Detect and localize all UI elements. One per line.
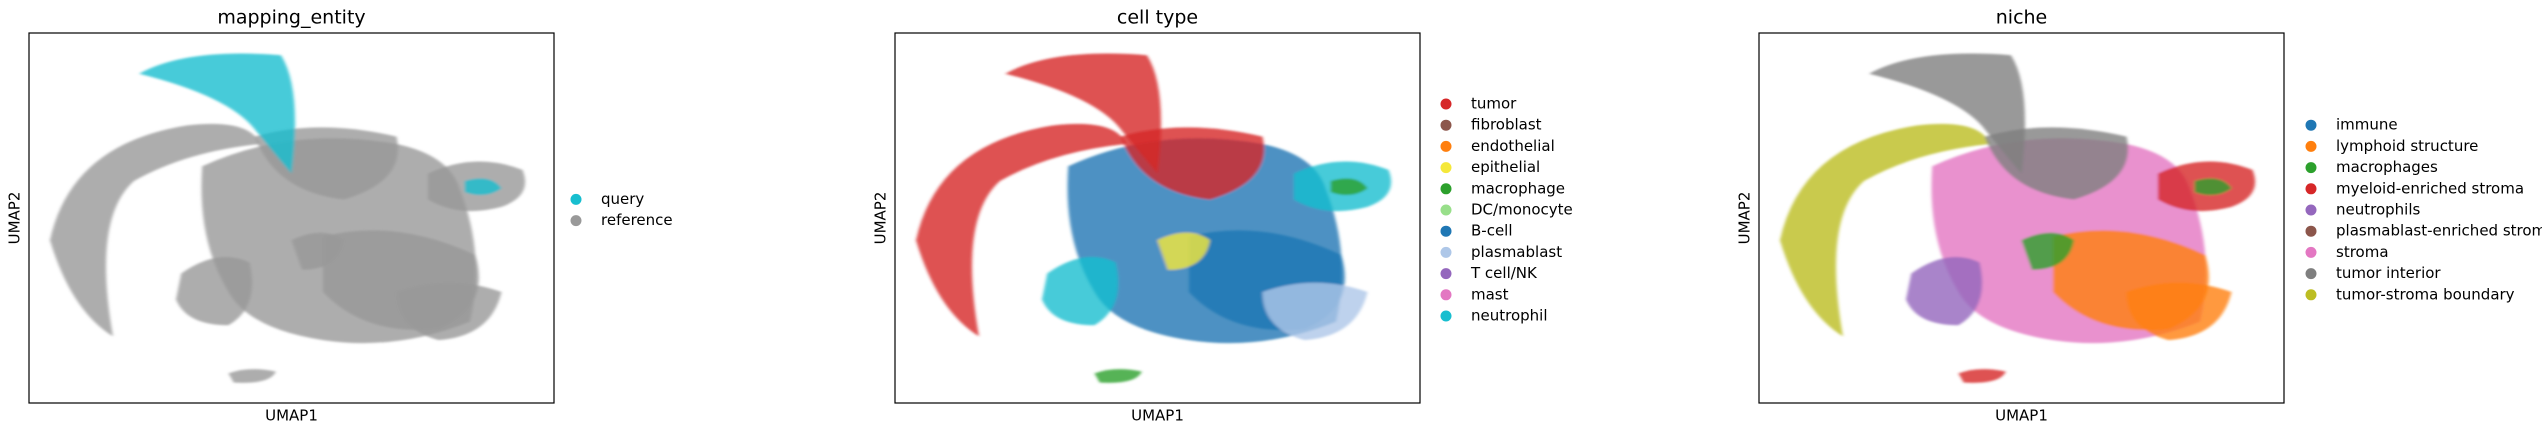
x-axis-label: UMAP1 [1131,407,1184,425]
legend-marker [2305,183,2317,195]
panel-title: niche [1996,7,2048,29]
y-axis-label: UMAP2 [6,192,24,245]
legend-marker [1440,183,1452,195]
legend-label: neutrophils [2336,201,2421,219]
legend-label: tumor-stroma boundary [2336,285,2515,303]
legend-label: immune [2336,116,2398,134]
legend-marker [2305,204,2317,216]
x-axis-label: UMAP1 [265,407,318,425]
axes-frame [28,32,555,404]
legend-marker [1440,268,1452,280]
cluster [1094,369,1142,383]
panel-title: cell type [1117,7,1198,29]
legend-label: mast [1471,285,1509,303]
cluster [1780,123,1990,337]
cluster [176,257,253,326]
point-cloud [1780,53,2256,383]
legend-label: endothelial [1471,137,1555,155]
legend-label: lymphoid structure [2336,137,2478,155]
legend-marker [2305,162,2317,174]
legend-label: myeloid-enriched stroma [2336,179,2524,197]
cluster [291,232,344,270]
y-axis-label: UMAP2 [1736,192,1754,245]
legend-marker [570,215,582,227]
cluster [228,369,276,383]
cluster [916,123,1126,337]
cluster [139,53,295,174]
legend-label: epithelial [1471,158,1540,176]
legend-marker [2305,119,2317,131]
cluster [1330,178,1368,196]
legend-label: tumor [1471,95,1517,113]
cluster [2194,178,2232,196]
axes-frame [894,32,1421,404]
legend-label: reference [601,211,673,229]
panel-title: mapping_entity [217,7,365,29]
point-cloud [916,53,1392,383]
legend-marker [2305,268,2317,280]
legend-label: neutrophil [1471,307,1548,325]
legend-marker [2305,225,2317,237]
axes-frame [1758,32,2285,404]
legend-marker [1440,119,1452,131]
legend-marker [1440,289,1452,301]
cluster [464,178,502,196]
legend-label: tumor interior [2336,264,2441,282]
legend-marker [1440,225,1452,237]
legend-label: plasmablast [1471,243,1562,261]
legend-label: fibroblast [1471,116,1542,134]
legend-label: T cell/NK [1470,264,1538,282]
legend-label: B-cell [1471,222,1513,240]
point-cloud [50,53,526,383]
legend-label: macrophage [1471,179,1565,197]
legend-label: plasmablast-enriched stroma [2336,222,2542,240]
legend-marker [1440,162,1452,174]
legend-marker [2305,140,2317,152]
cluster [2021,232,2074,270]
y-axis-label: UMAP2 [872,192,890,245]
legend-label: macrophages [2336,158,2438,176]
cluster [1906,257,1983,326]
legend-marker [1440,204,1452,216]
x-axis-label: UMAP1 [1995,407,2048,425]
legend-marker [2305,289,2317,301]
legend-marker [1440,98,1452,110]
legend-label: stroma [2336,243,2389,261]
legend-label: DC/monocyte [1471,201,1573,219]
cluster [2126,282,2232,341]
cluster [1005,53,1161,174]
legend-marker [1440,140,1452,152]
cluster [1262,282,1368,341]
cluster [1157,232,1210,270]
cluster [1042,257,1119,326]
legend-marker [1440,246,1452,258]
cluster [396,282,502,341]
legend-label: query [601,190,644,208]
legend-marker [2305,246,2317,258]
cluster [1958,369,2006,383]
legend-marker [1440,310,1452,322]
cluster [50,123,260,337]
cluster [1869,53,2025,174]
legend-marker [570,193,582,205]
